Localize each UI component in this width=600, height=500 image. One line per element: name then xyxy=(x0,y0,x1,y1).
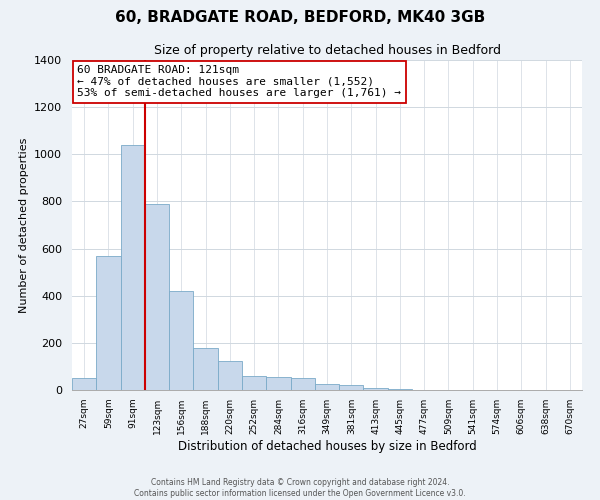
Bar xyxy=(242,376,266,390)
Bar xyxy=(364,388,388,390)
Text: 60 BRADGATE ROAD: 121sqm
← 47% of detached houses are smaller (1,552)
53% of sem: 60 BRADGATE ROAD: 121sqm ← 47% of detach… xyxy=(77,65,401,98)
Bar xyxy=(169,291,193,390)
Bar xyxy=(218,360,242,390)
Bar xyxy=(315,384,339,390)
Bar xyxy=(121,145,145,390)
Bar xyxy=(96,256,121,390)
Bar xyxy=(193,348,218,390)
Title: Size of property relative to detached houses in Bedford: Size of property relative to detached ho… xyxy=(154,44,500,58)
Bar xyxy=(145,204,169,390)
X-axis label: Distribution of detached houses by size in Bedford: Distribution of detached houses by size … xyxy=(178,440,476,452)
Bar xyxy=(388,389,412,390)
Bar xyxy=(339,386,364,390)
Y-axis label: Number of detached properties: Number of detached properties xyxy=(19,138,29,312)
Bar xyxy=(266,377,290,390)
Bar xyxy=(290,378,315,390)
Text: 60, BRADGATE ROAD, BEDFORD, MK40 3GB: 60, BRADGATE ROAD, BEDFORD, MK40 3GB xyxy=(115,10,485,25)
Text: Contains HM Land Registry data © Crown copyright and database right 2024.
Contai: Contains HM Land Registry data © Crown c… xyxy=(134,478,466,498)
Bar xyxy=(72,378,96,390)
